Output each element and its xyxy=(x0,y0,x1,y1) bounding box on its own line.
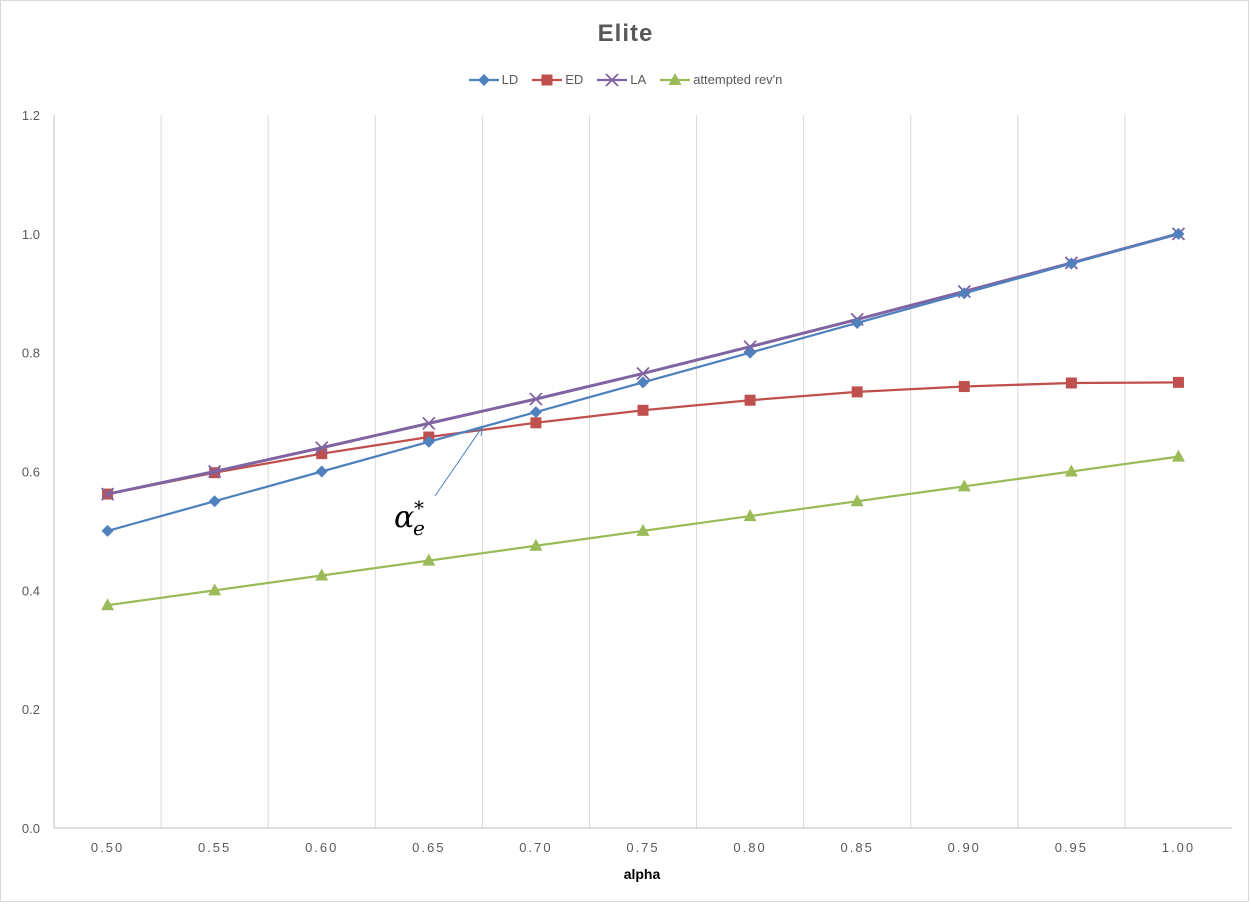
data-point xyxy=(530,417,542,429)
data-point xyxy=(851,386,863,398)
data-point xyxy=(208,495,221,508)
x-tick-label: 0.60 xyxy=(305,840,338,855)
series-ed xyxy=(102,376,1184,500)
legend-marker xyxy=(605,72,619,87)
y-tick-label: 0.0 xyxy=(22,821,40,836)
data-point xyxy=(636,523,650,536)
data-point xyxy=(637,404,649,416)
data-point xyxy=(957,479,971,492)
x-tick-label: 0.65 xyxy=(412,840,445,855)
legend-item: LD xyxy=(468,72,519,87)
y-tick-label: 0.6 xyxy=(22,465,40,480)
legend-item: LA xyxy=(597,72,646,87)
data-point xyxy=(1065,377,1077,389)
annotation-arrowhead xyxy=(474,425,484,436)
legend-item: ED xyxy=(532,72,583,87)
data-point xyxy=(529,538,543,551)
annotation-alpha: α xyxy=(394,500,414,535)
data-point xyxy=(1171,449,1185,462)
x-tick-label: 0.90 xyxy=(948,840,981,855)
data-point xyxy=(850,494,864,507)
y-tick-label: 0.2 xyxy=(22,702,40,717)
annotation-subscript: e xyxy=(413,516,425,540)
series-attempted-rev-n xyxy=(101,449,1185,611)
annotation-arrow-line xyxy=(434,426,483,497)
legend-swatch xyxy=(468,73,499,86)
data-point xyxy=(529,406,542,419)
x-tick-label: 0.95 xyxy=(1055,840,1088,855)
data-point xyxy=(101,524,114,537)
y-tick-label: 1.0 xyxy=(22,227,40,242)
legend-swatch xyxy=(660,72,691,85)
data-point xyxy=(636,366,650,381)
legend-label: LD xyxy=(501,72,519,87)
legend-marker xyxy=(541,74,553,85)
data-point xyxy=(529,392,543,406)
data-point xyxy=(207,464,222,479)
data-point xyxy=(422,553,436,566)
x-tick-label: 0.75 xyxy=(626,840,659,855)
y-tick-label: 0.4 xyxy=(22,583,40,598)
series-la xyxy=(100,227,1186,501)
annotation-superscript: * xyxy=(414,496,424,520)
chart-legend: LD ED LA attempted rev'n xyxy=(0,72,1251,87)
legend-label: LA xyxy=(630,72,647,87)
x-tick-label: 0.85 xyxy=(841,840,874,855)
x-tick-label: 0.50 xyxy=(91,840,124,855)
data-point xyxy=(422,416,436,431)
legend-label: attempted rev'n xyxy=(693,72,783,87)
data-point xyxy=(1064,464,1078,477)
data-point xyxy=(958,381,970,393)
data-point xyxy=(422,435,435,448)
legend-item: attempted rev'n xyxy=(660,72,782,87)
x-axis-title: alpha xyxy=(624,866,661,882)
x-tick-label: 0.70 xyxy=(519,840,552,855)
data-point xyxy=(637,376,649,389)
legend-marker xyxy=(668,72,682,85)
y-tick-label: 1.2 xyxy=(22,108,40,123)
data-point xyxy=(100,487,115,501)
x-tick-label: 1.00 xyxy=(1162,840,1195,855)
data-point xyxy=(1065,257,1078,270)
data-point xyxy=(851,316,864,329)
data-point xyxy=(316,448,328,460)
data-point xyxy=(744,346,757,359)
data-point xyxy=(315,465,328,478)
x-tick-label: 0.80 xyxy=(733,840,766,855)
x-tick-label: 0.55 xyxy=(198,840,231,855)
data-point xyxy=(1172,376,1184,388)
data-point xyxy=(315,568,329,581)
data-point xyxy=(208,583,222,596)
legend-swatch xyxy=(532,74,563,85)
data-point xyxy=(1172,227,1185,240)
data-point xyxy=(958,287,971,300)
legend-label: ED xyxy=(565,72,584,87)
data-point xyxy=(315,441,329,455)
legend-swatch xyxy=(597,72,628,87)
data-point xyxy=(744,394,756,406)
data-point xyxy=(743,509,757,522)
series-ld xyxy=(101,227,1185,537)
data-point xyxy=(101,598,115,611)
y-tick-label: 0.8 xyxy=(22,346,40,361)
chart-title: Elite xyxy=(597,20,654,47)
legend-marker xyxy=(477,73,490,86)
